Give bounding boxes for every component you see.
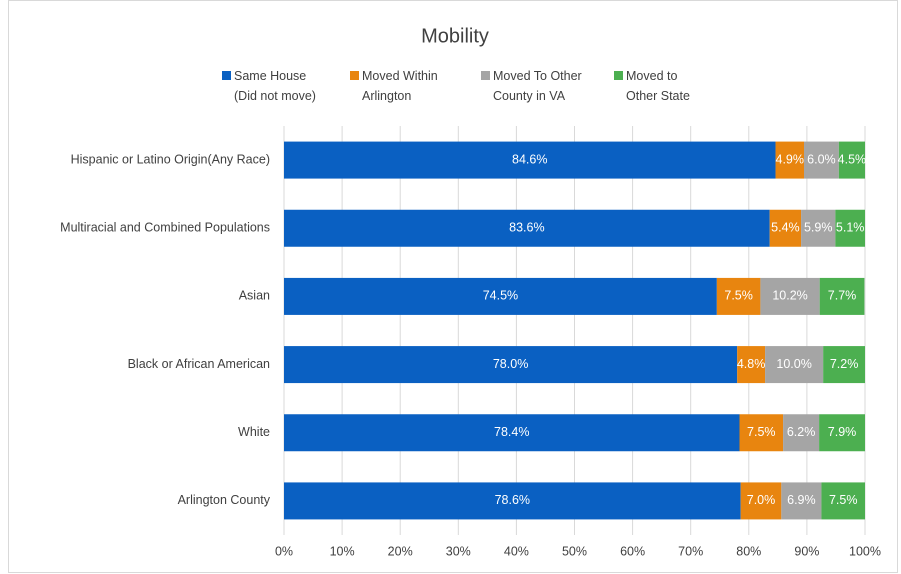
x-tick-label: 20% — [388, 544, 413, 558]
legend-item: Moved Within Arlington — [350, 66, 438, 106]
x-tick-label: 30% — [446, 544, 471, 558]
data-label: 84.6% — [512, 152, 547, 166]
data-label: 78.4% — [494, 425, 529, 439]
bar-segment — [783, 414, 820, 452]
x-tick-label: 10% — [330, 544, 355, 558]
chart-title: Mobility — [421, 25, 489, 47]
data-label: 5.9% — [804, 221, 833, 235]
bar-segment — [284, 482, 741, 520]
bar-segment — [716, 277, 761, 315]
data-label: 7.5% — [747, 425, 776, 439]
bar-segment — [765, 346, 824, 384]
bar-segment — [284, 209, 770, 247]
y-tick-label: Multiracial and Combined Populations — [60, 221, 270, 235]
bar-segment — [284, 346, 738, 384]
x-tick-label: 60% — [620, 544, 645, 558]
chart-border — [8, 0, 898, 573]
x-tick-label: 50% — [562, 544, 587, 558]
data-label: 5.4% — [771, 221, 800, 235]
bar-segment — [781, 482, 822, 520]
data-label: 10.0% — [776, 357, 811, 371]
data-label: 10.2% — [772, 289, 807, 303]
legend-label: Same House (Did not move) — [234, 69, 316, 103]
data-label: 7.9% — [828, 425, 857, 439]
data-label: 6.2% — [787, 425, 816, 439]
data-label: 4.8% — [737, 357, 766, 371]
x-tick-label: 100% — [849, 544, 881, 558]
data-label: 7.0% — [747, 493, 776, 507]
bar-segment — [803, 141, 839, 179]
data-label: 74.5% — [483, 289, 518, 303]
legend-swatch — [350, 71, 359, 80]
legend-label: Moved Within Arlington — [362, 69, 438, 103]
x-tick-label: 0% — [275, 544, 293, 558]
y-tick-label: Arlington County — [178, 493, 271, 507]
y-tick-label: Black or African American — [128, 357, 270, 371]
bar-segment — [284, 277, 717, 315]
data-label: 7.5% — [829, 493, 858, 507]
legend-item: Same House (Did not move) — [222, 66, 316, 106]
data-label: 6.9% — [787, 493, 816, 507]
data-label: 6.0% — [807, 152, 836, 166]
x-tick-label: 40% — [504, 544, 529, 558]
bar-segment — [760, 277, 820, 315]
bar-segment — [821, 482, 865, 520]
x-tick-label: 70% — [678, 544, 703, 558]
x-tick-label: 90% — [794, 544, 819, 558]
data-label: 7.2% — [830, 357, 859, 371]
legend-item: Moved To Other County in VA — [481, 66, 582, 106]
bar-segment — [739, 414, 784, 452]
y-tick-label: Asian — [239, 289, 270, 303]
bar-segment — [737, 346, 766, 384]
data-label: 4.9% — [776, 152, 805, 166]
legend-item: Moved to Other State — [614, 66, 690, 106]
bar-segment — [819, 414, 865, 452]
bar-segment — [801, 209, 836, 247]
y-tick-label: Hispanic or Latino Origin(Any Race) — [71, 152, 270, 166]
data-label: 5.1% — [836, 221, 865, 235]
y-tick-label: White — [238, 425, 270, 439]
data-label: 78.0% — [493, 357, 528, 371]
bar-segment — [284, 414, 740, 452]
data-label: 83.6% — [509, 221, 544, 235]
legend-label: Moved to Other State — [626, 69, 690, 103]
legend-swatch — [481, 71, 490, 80]
bar-segment — [740, 482, 782, 520]
data-label: 78.6% — [495, 493, 530, 507]
bar-segment — [819, 277, 865, 315]
data-label: 7.5% — [724, 289, 753, 303]
bar-segment — [823, 346, 865, 384]
data-label: 7.7% — [828, 289, 857, 303]
legend-swatch — [614, 71, 623, 80]
bar-segment — [838, 141, 865, 179]
legend-label: Moved To Other County in VA — [493, 69, 582, 103]
x-tick-label: 80% — [736, 544, 761, 558]
bar-segment — [835, 209, 865, 247]
legend-swatch — [222, 71, 231, 80]
bar-segment — [769, 209, 802, 247]
bar-segment — [284, 141, 776, 179]
data-label: 4.5% — [838, 152, 867, 166]
bar-segment — [775, 141, 804, 179]
